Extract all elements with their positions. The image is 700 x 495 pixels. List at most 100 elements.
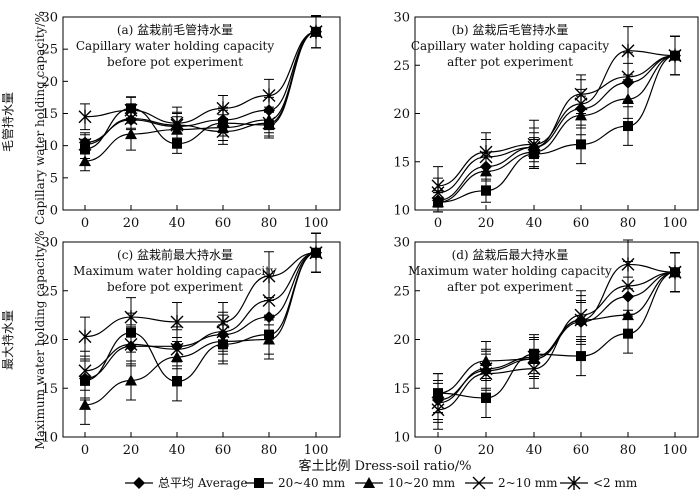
data-point <box>78 109 92 124</box>
panel-title-line: (b) 盆栽后毛管持水量 <box>452 22 569 37</box>
x-tick-label: 60 <box>215 443 232 458</box>
data-point <box>262 116 276 130</box>
data-point <box>668 265 682 280</box>
y-tick-label: 0 <box>50 204 58 219</box>
series-line <box>84 252 317 406</box>
panel-title-line: (d) 盆栽后最大持水量 <box>452 247 569 262</box>
y-label-en-bottom: Maximum water holding capacity/% <box>33 230 47 449</box>
data-point <box>431 178 445 193</box>
x-tick-label: 60 <box>573 443 590 458</box>
panel-title-line: before pot experiment <box>107 55 243 69</box>
data-point <box>621 70 635 84</box>
legend-marker <box>363 477 375 488</box>
series-line <box>84 252 317 383</box>
panel-title-line: before pot experiment <box>107 280 243 294</box>
data-point <box>216 125 230 139</box>
data-point <box>78 329 92 344</box>
series-line <box>437 55 676 201</box>
x-tick-label: 100 <box>304 216 329 231</box>
y-label-en-top: Capillary water holding capacity/% <box>33 11 47 225</box>
series-line <box>437 55 676 203</box>
x-tick-label: 60 <box>573 216 590 231</box>
x-tick-label: 100 <box>304 443 329 458</box>
x-tick-label: 0 <box>434 443 442 458</box>
data-point <box>78 137 92 151</box>
legend-label: <2 mm <box>593 476 638 490</box>
data-point <box>481 185 491 196</box>
y-tick-label: 25 <box>41 43 58 58</box>
panel-title-line: after pot experiment <box>447 55 573 69</box>
data-point <box>527 350 541 365</box>
panel-b: 10 15 20 25 30 0 20 40 60 80 100 (b) 盆栽后毛管持水量 Capill… <box>393 11 699 231</box>
panel-title-line: Maximum water holding capacity <box>73 264 277 278</box>
data-point <box>621 257 635 272</box>
data-point <box>309 245 323 260</box>
y-tick-label: 25 <box>393 284 410 299</box>
x-tick-label: 60 <box>215 216 232 231</box>
data-point <box>479 145 493 160</box>
series-4 <box>78 232 323 357</box>
data-point <box>170 342 184 356</box>
y-label-cn-top: 毛管持水量 <box>0 92 15 152</box>
y-tick-label: 20 <box>393 333 410 348</box>
x-tick-label: 80 <box>261 443 278 458</box>
data-point <box>263 333 275 345</box>
data-point <box>309 24 323 39</box>
data-point <box>79 398 91 410</box>
series-line <box>437 55 676 194</box>
data-point <box>574 313 588 327</box>
data-point <box>431 395 445 410</box>
legend: 总平均 Average 20~40 mm 10~20 mm 2~10 mm <2 mm <box>125 476 638 490</box>
y-tick-label: 20 <box>41 75 58 90</box>
panel-c: 10 15 20 25 30 0 20 40 60 80 100 (c) 盆栽前最大持水量 Maximu… <box>41 232 341 458</box>
series-1 <box>80 15 321 160</box>
x-tick-label: 100 <box>663 443 688 458</box>
legend-label: 10~20 mm <box>388 476 456 490</box>
x-axis-label: 客土比例 Dress-soil ratio/% <box>298 458 471 474</box>
data-point <box>574 96 588 111</box>
data-point <box>576 139 586 150</box>
data-point <box>125 374 137 386</box>
series-4 <box>431 26 682 206</box>
panel-title-line: Maximum water holding capacity <box>408 264 612 278</box>
y-tick-label: 10 <box>41 139 58 154</box>
y-tick-label: 20 <box>41 333 58 348</box>
data-point <box>621 43 635 58</box>
y-tick-label: 5 <box>50 171 58 186</box>
legend-label: 20~40 mm <box>278 476 346 490</box>
legend-marker <box>472 476 486 490</box>
x-tick-label: 40 <box>526 443 543 458</box>
y-tick-label: 15 <box>393 382 410 397</box>
y-tick-label: 10 <box>393 204 410 219</box>
y-tick-label: 30 <box>41 236 58 251</box>
data-point <box>668 48 682 63</box>
data-point <box>623 121 633 132</box>
data-point <box>172 138 182 149</box>
x-tick-label: 20 <box>123 216 140 231</box>
y-tick-label: 25 <box>41 284 58 299</box>
x-tick-label: 100 <box>663 216 688 231</box>
legend-marker <box>133 477 145 489</box>
data-point <box>216 314 230 329</box>
x-tick-label: 80 <box>261 216 278 231</box>
x-tick-label: 0 <box>81 443 89 458</box>
x-tick-label: 20 <box>123 443 140 458</box>
series-4 <box>78 15 323 140</box>
data-point <box>125 128 137 140</box>
panel-title-line: Capillary water holding capacity <box>76 39 275 53</box>
x-tick-label: 0 <box>81 216 89 231</box>
y-tick-label: 15 <box>41 382 58 397</box>
x-tick-label: 20 <box>478 443 495 458</box>
x-tick-label: 80 <box>620 443 637 458</box>
legend-marker <box>254 478 264 488</box>
x-tick-label: 80 <box>620 216 637 231</box>
data-point <box>622 309 634 321</box>
x-tick-label: 40 <box>169 443 186 458</box>
series-3 <box>78 15 323 155</box>
y-tick-label: 10 <box>393 431 410 446</box>
panel-title-line: after pot experiment <box>447 280 573 294</box>
data-point <box>170 314 184 329</box>
data-point <box>262 88 276 103</box>
